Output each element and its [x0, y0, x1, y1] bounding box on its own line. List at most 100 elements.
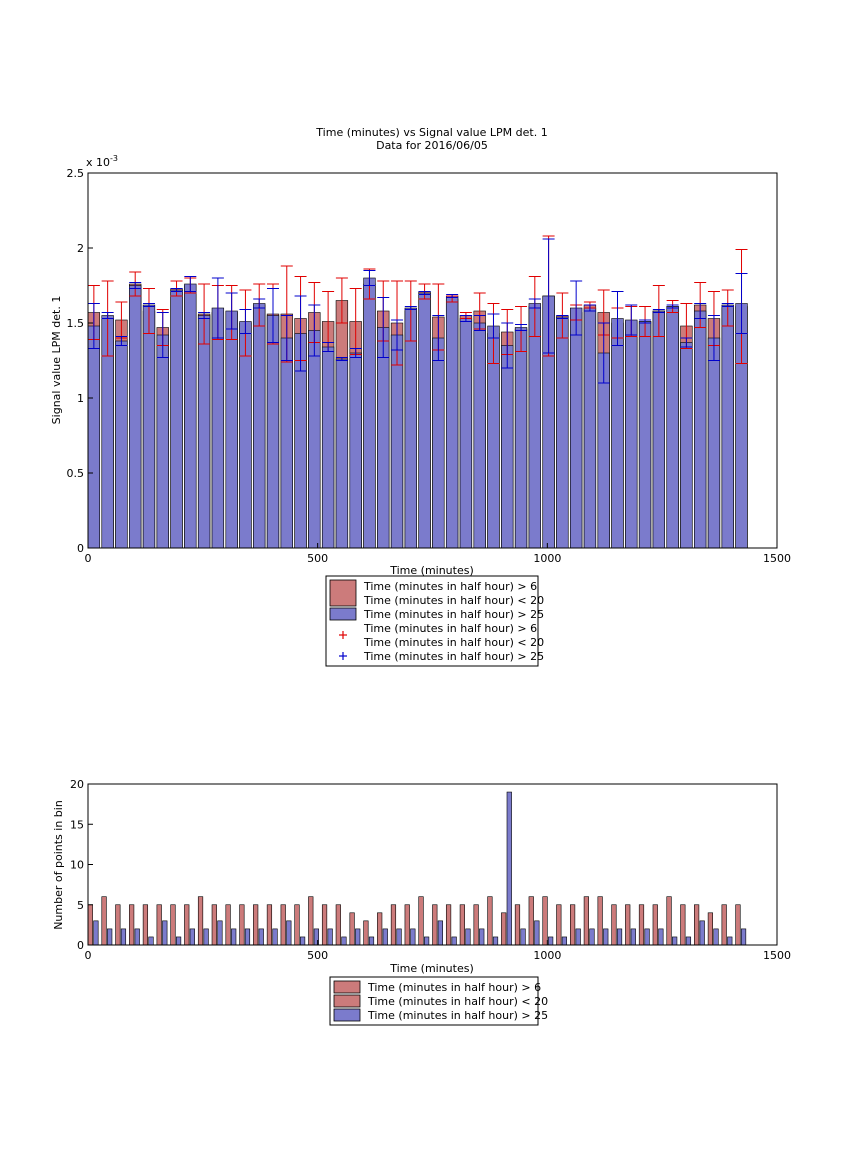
signal-bar-blue [377, 327, 390, 549]
count-bar-red [638, 904, 645, 946]
count-bar-blue [685, 936, 692, 946]
signal-bar-blue [721, 304, 734, 549]
count-bar-red [583, 896, 589, 946]
signal-bar-blue [170, 289, 183, 549]
legend-entry-label: Time (minutes in half hour) > 6 [363, 580, 537, 593]
count-bar-blue [286, 920, 292, 946]
count-bar-blue [630, 928, 636, 946]
count-bar-blue [672, 936, 678, 946]
signal-bar-blue [404, 307, 417, 549]
signal-bar-blue [253, 303, 266, 549]
signal-bar-blue [611, 318, 624, 549]
count-bar-red [556, 904, 562, 946]
count-bar-red [87, 904, 93, 946]
signal-bar-blue [87, 325, 101, 549]
y-tick-label: 5 [77, 899, 84, 912]
count-bar-red [239, 904, 245, 946]
legend-box [325, 575, 539, 667]
count-bar-blue [451, 936, 457, 946]
count-bar-red [459, 904, 465, 946]
signal-bar-blue [514, 327, 528, 549]
signal-bar-blue [266, 315, 280, 549]
count-bar-blue [603, 928, 609, 946]
y-exponent-label: x 10-3 [86, 154, 118, 169]
count-bar-red [390, 904, 397, 946]
signal-bar-blue [211, 307, 225, 549]
count-bar-red [280, 904, 286, 946]
signal-bar-blue [184, 283, 197, 549]
count-bar-red [707, 912, 713, 946]
y-tick-label: 0 [77, 939, 84, 952]
signal-bars [87, 277, 748, 549]
count-bar-red [611, 904, 617, 946]
count-bar-blue [231, 928, 237, 946]
count-x-ticks: 0 500 1000 1500 [85, 940, 791, 962]
count-bar-red [211, 904, 217, 946]
count-bar-blue [644, 928, 650, 946]
legend-entry-label: Time (minutes in half hour) > 6 [363, 622, 537, 635]
count-bar-red [652, 904, 658, 946]
signal-y-ticks: 0 0.5 1 1.5 2 2.5 [67, 167, 93, 555]
signal-bar-blue [569, 307, 583, 549]
count-bar-red [156, 904, 162, 946]
count-bar-blue [479, 928, 485, 946]
count-bar-red [321, 904, 328, 946]
signal-bar-blue [280, 337, 293, 549]
count-bar-red [197, 896, 204, 946]
signal-bar-blue [528, 303, 541, 549]
y-tick-label: 1 [77, 392, 84, 405]
count-bar-red [735, 904, 741, 946]
signal-bar-blue [666, 306, 679, 549]
x-tick-label: 1000 [533, 552, 561, 565]
legend-swatch [329, 607, 357, 621]
signal-x-ticks: 0 500 1000 1500 [85, 543, 791, 565]
y-tick-label: 2 [77, 242, 84, 255]
x-tick-label: 500 [307, 552, 328, 565]
x-tick-label: 500 [307, 949, 328, 962]
count-bar-blue [740, 928, 747, 946]
y-tick-label: 0 [77, 542, 84, 555]
count-bar-blue [465, 928, 471, 946]
count-bar-blue [727, 936, 733, 946]
count-bar-blue [382, 928, 388, 946]
count-bar-red [514, 904, 521, 946]
legend-box [329, 976, 539, 1026]
count-bar-red [569, 904, 576, 946]
signal-bar-blue [156, 334, 169, 549]
count-bar-blue [548, 936, 554, 946]
legend-entry-label: Time (minutes in half hour) > 25 [363, 608, 544, 621]
legend-swatch [333, 1008, 361, 1022]
signal-bar-blue [680, 342, 693, 549]
count-bar-blue [93, 920, 99, 946]
count-bar-red [404, 904, 410, 946]
signal-bar-blue [349, 352, 362, 549]
signal-chart: Time (minutes) vs Signal value LPM det. … [50, 126, 791, 667]
count-bar-blue [424, 936, 430, 946]
count-bar-blue [217, 920, 223, 946]
count-bar-red [142, 904, 149, 946]
count-bar-blue [520, 928, 526, 946]
signal-bar-blue [694, 310, 707, 549]
y-tick-label: 2.5 [67, 167, 85, 180]
x-tick-label: 1000 [533, 949, 561, 962]
legend-entry-label: Time (minutes in half hour) > 25 [367, 1009, 548, 1022]
count-bar-blue [120, 928, 127, 946]
count-bar-blue [175, 936, 182, 946]
count-x-axis-label: Time (minutes) [389, 962, 474, 975]
count-bar-blue [492, 936, 499, 946]
count-bar-blue [244, 928, 251, 946]
signal-x-axis-label: Time (minutes) [389, 564, 474, 577]
count-bar-red [294, 904, 300, 946]
x-tick-label: 1500 [763, 552, 791, 565]
signal-bar-blue [638, 321, 652, 549]
count-bar-red [225, 904, 231, 946]
count-y-axis-label: Number of points in bin [52, 800, 65, 930]
x-tick-label: 0 [85, 949, 92, 962]
count-bar-red [445, 904, 452, 946]
signal-bar-blue [432, 337, 445, 549]
count-bar-blue [534, 920, 540, 946]
count-bar-blue [355, 928, 361, 946]
signal-bar-blue [115, 340, 128, 549]
